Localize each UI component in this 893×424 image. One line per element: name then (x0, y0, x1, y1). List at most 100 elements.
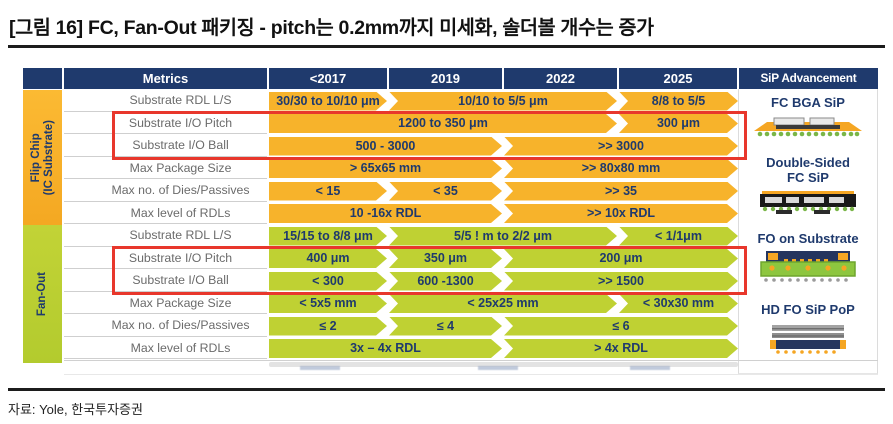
roadmap-segment: 5/5 ! m to 2/2 μm (389, 227, 617, 246)
roadmap-segment: < 5x5 mm (269, 294, 387, 313)
metric-label: Substrate RDL L/S (64, 225, 267, 247)
header-sip-advancement: SiP Advancement (739, 68, 878, 89)
sip-item-label: FC BGA SiP (771, 95, 845, 110)
roadmap-segment: ≤ 6 (504, 317, 738, 336)
clipped-text-remnant (630, 366, 670, 370)
metric-label: Substrate I/O Ball (64, 135, 267, 157)
table-row: Max no. of Dies/Passives ≤ 2 ≤ 4 ≤ 6 (64, 315, 878, 338)
table-row: Substrate RDL L/S 30/30 to 10/10 μm 10/1… (64, 90, 878, 113)
header-year-2022: 2022 (504, 68, 617, 89)
source-note: 자료: Yole, 한국투자증권 (8, 402, 143, 417)
roadmap-segment: 10/10 to 5/5 μm (389, 92, 617, 111)
roadmap-segment: < 25x25 mm (389, 294, 617, 313)
metric-label: Substrate I/O Pitch (64, 248, 267, 269)
highlight-box-fanout-io-pitch-ball (112, 246, 747, 295)
roadmap-track: 10 -16x RDL >> 10x RDL (269, 203, 738, 226)
title-divider (8, 45, 885, 48)
table-row: Substrate I/O Pitch 1200 to 350 μm 300 μ… (64, 113, 878, 136)
roadmap-segment: 600 -1300 (389, 272, 502, 291)
roadmap-segment: 30/30 to 10/10 μm (269, 92, 387, 111)
metric-label: Max no. of Dies/Passives (64, 180, 267, 202)
roadmap-segment: 3x – 4x RDL (269, 339, 502, 358)
table-row: Max Package Size > 65x65 mm >> 80x80 mm (64, 158, 878, 181)
table-row: Substrate I/O Ball 500 - 3000 >> 3000 (64, 135, 878, 158)
roadmap-table-body: Substrate RDL L/S 30/30 to 10/10 μm 10/1… (64, 90, 878, 360)
highlight-box-fc-io-pitch-ball (112, 111, 747, 160)
metric-label: Max level of RDLs (64, 203, 267, 224)
header-year-2019: 2019 (389, 68, 502, 89)
roadmap-segment: >> 10x RDL (504, 204, 738, 223)
table-row: Max no. of Dies/Passives < 15 < 35 >> 35 (64, 180, 878, 203)
roadmap-segment: 10 -16x RDL (269, 204, 502, 223)
roadmap-segment: >> 1500 (504, 272, 738, 291)
roadmap-segment: 8/8 to 5/5 (619, 92, 738, 111)
roadmap-segment: 350 μm (389, 249, 502, 268)
clipped-row-remnant (269, 362, 738, 367)
table-row: Max Package Size < 5x5 mm < 25x25 mm < 3… (64, 293, 878, 316)
roadmap-track: < 300 600 -1300 >> 1500 (269, 270, 738, 293)
metric-label: Substrate I/O Ball (64, 270, 267, 292)
roadmap-segment: 15/15 to 8/8 μm (269, 227, 387, 246)
roadmap-track: 3x – 4x RDL > 4x RDL (269, 338, 738, 361)
header-year-2017: <2017 (269, 68, 387, 89)
table-row: Max level of RDLs 10 -16x RDL >> 10x RDL (64, 203, 878, 226)
roadmap-segment: > 4x RDL (504, 339, 738, 358)
roadmap-segment: 200 μm (504, 249, 738, 268)
roadmap-segment: 300 μm (619, 114, 738, 133)
table-row: Max level of RDLs 3x – 4x RDL > 4x RDL (64, 338, 878, 361)
group-strip-fan-out: Fan-Out (23, 225, 62, 363)
metric-label: Max no. of Dies/Passives (64, 315, 267, 337)
sip-item-label: HD FO SiP PoP (761, 302, 855, 317)
roadmap-track: 15/15 to 8/8 μm 5/5 ! m to 2/2 μm < 1/1μ… (269, 225, 738, 248)
footer-divider (8, 388, 885, 391)
metric-label: Max Package Size (64, 293, 267, 314)
package-diagram-fo-on-substrate-image (760, 251, 856, 282)
roadmap-track: < 15 < 35 >> 35 (269, 180, 738, 203)
clipped-text-remnant (478, 366, 518, 370)
table-bottom-border (64, 360, 878, 361)
figure-title: [그림 16] FC, Fan-Out 패키징 - pitch는 0.2mm까지… (9, 17, 654, 39)
group-label-flip-chip: Flip Chip (IC Substrate) (29, 119, 55, 196)
roadmap-segment: < 15 (269, 182, 387, 201)
table-outer-border (64, 374, 878, 375)
metric-label: Max level of RDLs (64, 338, 267, 359)
roadmap-track: > 65x65 mm >> 80x80 mm (269, 158, 738, 181)
group-label-fan-out: Fan-Out (36, 271, 48, 317)
roadmap-segment: >> 80x80 mm (504, 159, 738, 178)
roadmap-track: ≤ 2 ≤ 4 ≤ 6 (269, 315, 738, 338)
package-diagram-fc-bga-sip-image (754, 117, 862, 137)
roadmap-segment: < 35 (389, 182, 502, 201)
group-strip-flip-chip: Flip Chip (IC Substrate) (23, 90, 62, 225)
roadmap-segment: < 1/1μm (619, 227, 738, 246)
table-row: Substrate I/O Ball < 300 600 -1300 >> 15… (64, 270, 878, 293)
sip-item-label: Double-Sided FC SiP (766, 155, 850, 185)
roadmap-segment: ≤ 4 (389, 317, 502, 336)
package-diagram-double-sided-fc-sip-image (760, 191, 856, 214)
header-metrics: Metrics (64, 68, 267, 89)
package-diagram-hd-fo-sip-pop-image (770, 325, 846, 354)
roadmap-segment: < 30x30 mm (619, 294, 738, 313)
metric-label: Substrate RDL L/S (64, 90, 267, 112)
roadmap-segment: < 300 (269, 272, 387, 291)
roadmap-track: < 5x5 mm < 25x25 mm < 30x30 mm (269, 293, 738, 316)
roadmap-segment: 400 μm (269, 249, 387, 268)
roadmap-track: 1200 to 350 μm 300 μm (269, 113, 738, 136)
table-row: Substrate I/O Pitch 400 μm 350 μm 200 μm (64, 248, 878, 271)
roadmap-segment: >> 35 (504, 182, 738, 201)
metric-label: Substrate I/O Pitch (64, 113, 267, 134)
sip-item-label: FO on Substrate (757, 231, 859, 246)
roadmap-track: 400 μm 350 μm 200 μm (269, 248, 738, 271)
roadmap-segment: 1200 to 350 μm (269, 114, 617, 133)
roadmap-segment: > 65x65 mm (269, 159, 502, 178)
roadmap-segment: >> 3000 (504, 137, 738, 156)
roadmap-segment: ≤ 2 (269, 317, 387, 336)
metric-label: Max Package Size (64, 158, 267, 179)
roadmap-segment: 500 - 3000 (269, 137, 502, 156)
clipped-text-remnant (300, 366, 340, 370)
table-row: Substrate RDL L/S 15/15 to 8/8 μm 5/5 ! … (64, 225, 878, 248)
roadmap-track: 500 - 3000 >> 3000 (269, 135, 738, 158)
roadmap-track: 30/30 to 10/10 μm 10/10 to 5/5 μm 8/8 to… (269, 90, 738, 113)
header-year-2025: 2025 (619, 68, 737, 89)
sip-advancement-column: FC BGA SiP Double-Sided FC SiP (738, 89, 878, 374)
